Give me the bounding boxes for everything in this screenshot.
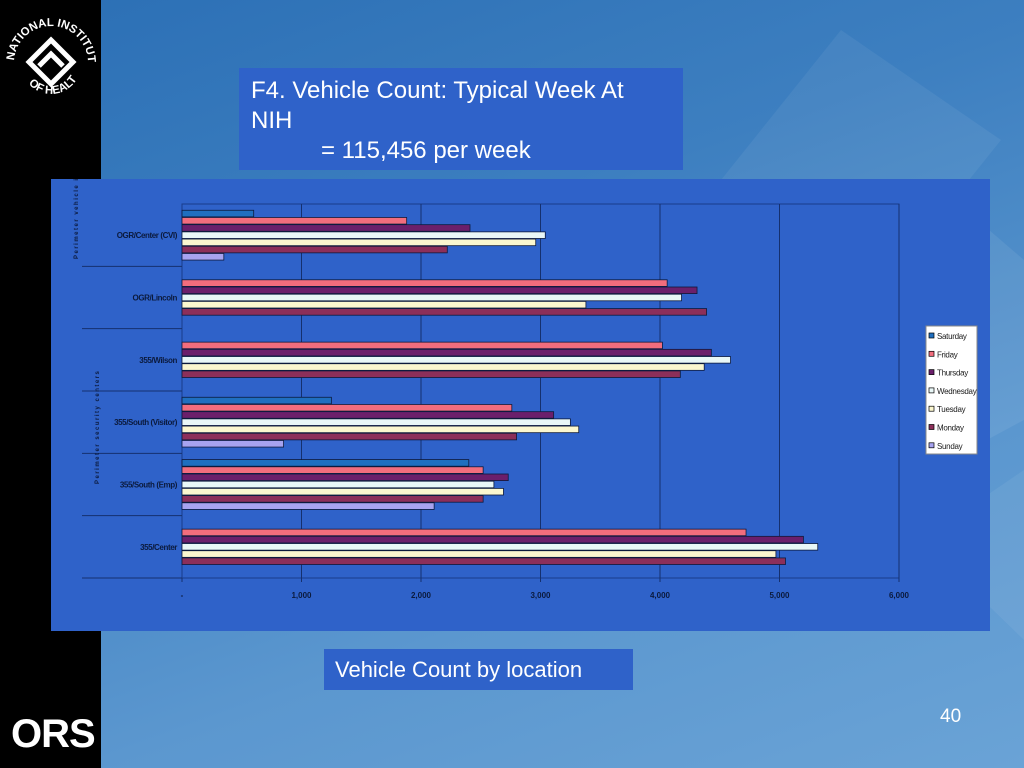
bar bbox=[181, 224, 471, 232]
bar bbox=[181, 411, 555, 419]
x-tick-label: - bbox=[181, 591, 184, 600]
slide-title: F4. Vehicle Count: Typical Week At NIH =… bbox=[239, 68, 683, 170]
category-label: OGR/Center (CVI) bbox=[117, 231, 178, 240]
bar bbox=[181, 217, 408, 225]
category-label: 355/Wilson bbox=[139, 356, 177, 365]
chart-panel: - 1,000 2,000 3,000 4,000 5,000 6,000 OGR/Cente… bbox=[51, 131, 990, 631]
bar bbox=[181, 308, 708, 316]
bar bbox=[181, 245, 448, 254]
bar bbox=[181, 363, 705, 371]
bar bbox=[181, 209, 255, 218]
bar bbox=[181, 238, 537, 247]
category-label: 355/Center bbox=[140, 543, 177, 552]
bar bbox=[181, 253, 225, 261]
bar bbox=[181, 279, 668, 287]
bar bbox=[181, 459, 470, 467]
x-tick-label: 4,000 bbox=[650, 591, 671, 600]
legend-swatch bbox=[928, 369, 935, 375]
bar bbox=[181, 293, 682, 302]
legend-label: Sunday bbox=[937, 442, 963, 451]
bar bbox=[181, 301, 587, 309]
legend-box bbox=[925, 325, 978, 455]
legend-swatch bbox=[928, 332, 935, 339]
legend-label: Thursday bbox=[937, 369, 968, 378]
bar bbox=[181, 356, 731, 364]
bar bbox=[181, 550, 777, 558]
legend-swatch bbox=[928, 350, 935, 357]
legend-label: Tuesday bbox=[937, 405, 966, 414]
legend-label: Friday bbox=[937, 350, 958, 359]
bar bbox=[181, 557, 786, 565]
bar bbox=[181, 528, 747, 537]
legend-swatch bbox=[928, 442, 935, 449]
legend-swatch bbox=[928, 405, 935, 412]
x-tick-label: 3,000 bbox=[530, 591, 551, 600]
group-label: Perimeter security centers bbox=[95, 370, 101, 484]
bar bbox=[181, 473, 509, 481]
x-tick-label: 5,000 bbox=[769, 591, 790, 600]
bar bbox=[181, 404, 513, 412]
title-line-2: = 115,456 per week bbox=[321, 137, 531, 164]
legend-label: Monday bbox=[937, 424, 964, 433]
bar bbox=[181, 480, 495, 489]
bar-chart: - 1,000 2,000 3,000 4,000 5,000 6,000 OGR/Cente… bbox=[74, 131, 978, 600]
x-tick-label: 2,000 bbox=[411, 591, 432, 600]
legend-label: Wednesday bbox=[937, 387, 977, 396]
bar bbox=[181, 348, 712, 357]
title-line-1: F4. Vehicle Count: Typical Week At NIH bbox=[251, 77, 624, 134]
category-label: 355/South (Visitor) bbox=[114, 418, 178, 427]
bar bbox=[181, 487, 504, 496]
bar bbox=[181, 286, 698, 294]
group-label: Perimeter vehicle inspections bbox=[74, 179, 80, 259]
bar bbox=[181, 396, 332, 405]
x-tick-label: 6,000 bbox=[889, 591, 910, 600]
legend-swatch bbox=[928, 387, 935, 394]
bar bbox=[181, 466, 484, 474]
x-tick-label: 1,000 bbox=[291, 591, 312, 600]
bar bbox=[181, 418, 571, 426]
category-label: OGR/Lincoln bbox=[133, 294, 178, 303]
category-label: 355/South (Emp) bbox=[120, 481, 178, 490]
bar bbox=[181, 535, 804, 544]
bar bbox=[181, 341, 663, 350]
page-number: 40 bbox=[940, 706, 962, 727]
chart-caption: Vehicle Count by location bbox=[324, 649, 633, 690]
bar bbox=[181, 425, 580, 434]
bar bbox=[181, 495, 484, 503]
bar bbox=[181, 432, 518, 441]
nih-logo: NATIONAL INSTITUTES OF HEALTH bbox=[4, 6, 97, 108]
bar bbox=[181, 370, 681, 378]
ors-logo: ORS bbox=[11, 712, 96, 756]
legend-swatch bbox=[928, 424, 935, 430]
bar bbox=[181, 502, 435, 510]
bar bbox=[181, 543, 819, 551]
bar bbox=[181, 231, 546, 239]
legend-label: Saturday bbox=[937, 332, 967, 341]
bar bbox=[181, 440, 284, 448]
